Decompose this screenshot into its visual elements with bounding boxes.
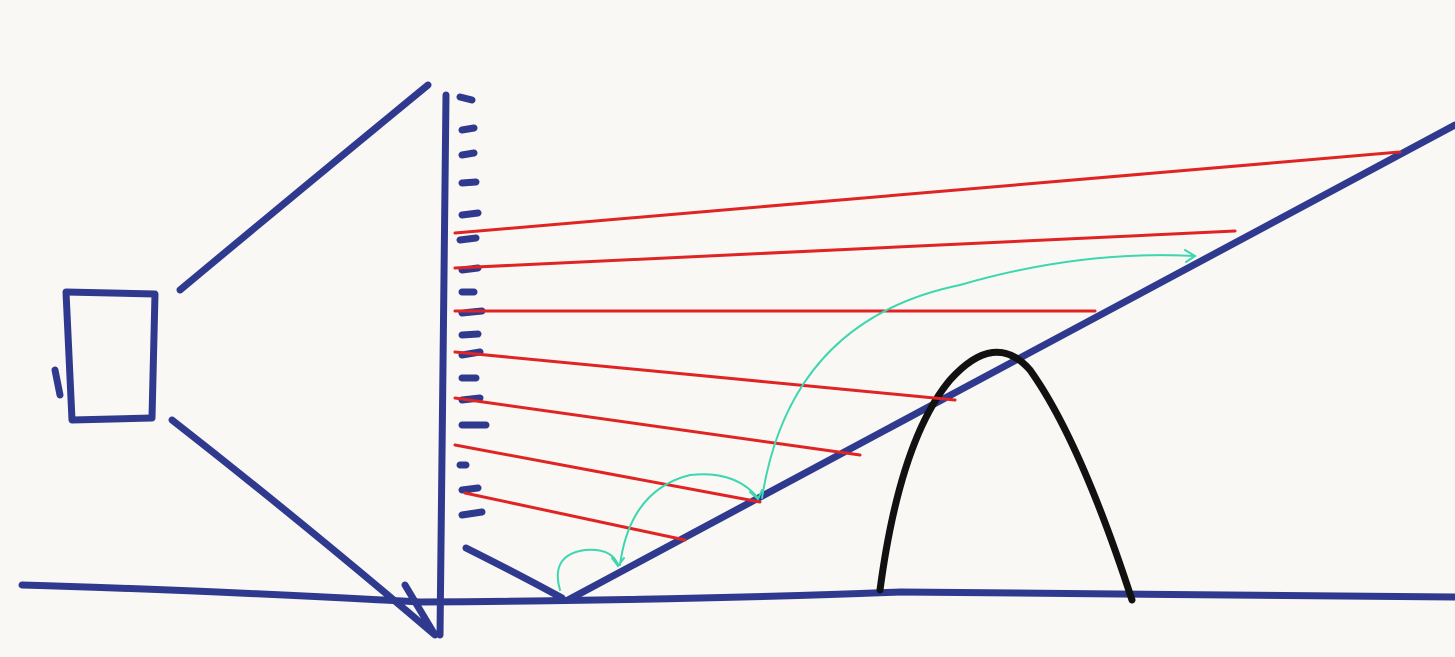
ray [453, 350, 957, 402]
cone-top [176, 81, 432, 294]
ray [453, 150, 1402, 235]
arc [619, 473, 763, 566]
arch [876, 348, 1136, 604]
short-line [462, 544, 566, 602]
sensor-line [436, 91, 450, 639]
sensor-ticks [456, 93, 490, 519]
rays [453, 150, 1402, 542]
ray [463, 491, 687, 542]
arcs [556, 249, 1197, 591]
arc [761, 249, 1197, 499]
cone-bottom [168, 416, 439, 639]
slope-line [564, 121, 1455, 604]
arc [556, 548, 625, 591]
ground-line [18, 581, 1455, 606]
ray [453, 443, 762, 504]
ray [453, 396, 862, 457]
ray [453, 229, 1237, 270]
source-box [51, 288, 159, 424]
